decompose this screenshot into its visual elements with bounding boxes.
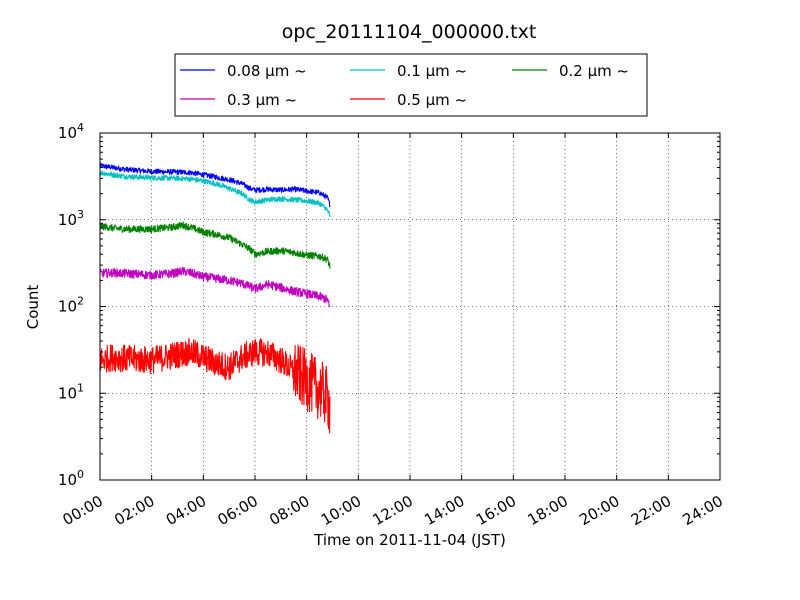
series-line [99,221,331,269]
y-tick-exponent: 4 [77,121,84,134]
plot-area [99,132,721,481]
y-tick-label: 100 [58,468,84,489]
legend-label: 0.5 μm ~ [397,91,467,109]
y-tick-exponent: 0 [77,468,84,481]
ticks [99,132,721,481]
y-tick-base: 10 [58,211,77,229]
series-line [99,337,331,434]
series-line [99,162,331,208]
y-tick-base: 10 [58,471,77,489]
y-tick-label: 102 [58,295,84,316]
y-tick-label: 103 [58,208,84,229]
series-line [99,170,331,218]
x-axis-label: Time on 2011-11-04 (JST) [313,531,506,549]
grid [100,133,720,480]
y-tick-exponent: 2 [77,295,84,308]
y-tick-label: 101 [58,381,84,402]
y-tick-label: 104 [58,121,84,142]
legend-label: 0.2 μm ~ [559,62,629,80]
series-line [99,266,331,308]
legend: 0.08 μm ~ 0.1 μm ~ 0.2 μm ~ 0.3 μm ~ 0.5 μm … [174,53,648,117]
y-tick-base: 10 [58,298,77,316]
y-tick-exponent: 1 [77,381,84,394]
chart-title: opc_20111104_000000.txt [282,21,537,43]
y-tick-base: 10 [58,124,77,142]
legend-label: 0.08 μm ~ [227,62,307,80]
y-axis-label: Count [24,285,42,330]
y-tick-base: 10 [58,384,77,402]
series-layer [99,162,331,434]
legend-label: 0.1 μm ~ [397,62,467,80]
legend-box [174,53,648,117]
legend-label: 0.3 μm ~ [227,91,297,109]
y-tick-exponent: 3 [77,208,84,221]
